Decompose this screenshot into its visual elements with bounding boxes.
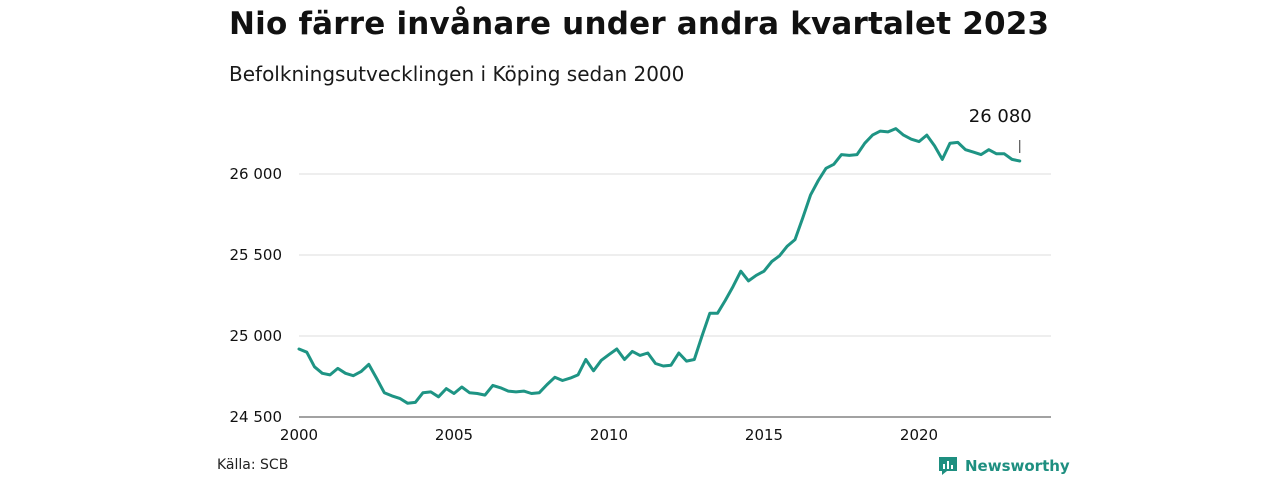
x-tick-label: 2000 xyxy=(280,426,318,444)
gridlines xyxy=(299,173,1051,418)
chart-bubble-icon xyxy=(939,457,957,475)
data-series xyxy=(297,127,1022,405)
x-tick-label: 2005 xyxy=(435,426,473,444)
x-tick-label: 2020 xyxy=(900,426,938,444)
x-axis-tick-labels: 2000 2005 2010 2015 2020 xyxy=(280,426,938,444)
chart-title: Nio färre invånare under andra kvartalet… xyxy=(229,6,1050,42)
chart-subtitle: Befolkningsutvecklingen i Köping sedan 2… xyxy=(229,62,685,86)
y-tick-label: 26 000 xyxy=(230,165,283,183)
y-tick-label: 24 500 xyxy=(230,408,283,426)
brand-name: Newsworthy xyxy=(965,457,1070,475)
annotation-label: 26 080 xyxy=(969,106,1032,127)
x-tick-label: 2010 xyxy=(590,426,628,444)
x-tick-label: 2015 xyxy=(745,426,783,444)
end-value-annotation: 26 080 xyxy=(969,106,1032,153)
brand-logo: Newsworthy xyxy=(938,456,1070,476)
y-tick-label: 25 000 xyxy=(230,327,283,345)
y-tick-label: 25 500 xyxy=(230,246,283,264)
source-note: Källa: SCB xyxy=(217,457,289,473)
population-line xyxy=(297,127,1022,405)
y-axis-tick-labels: 24 500 25 000 25 500 26 000 xyxy=(230,165,283,426)
